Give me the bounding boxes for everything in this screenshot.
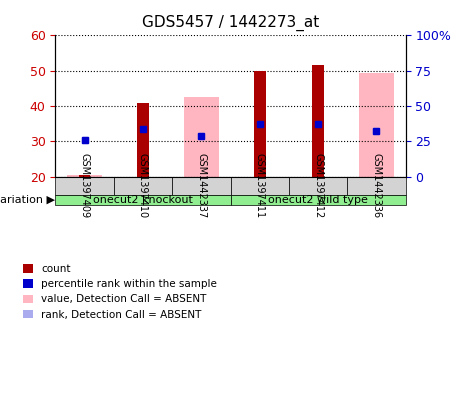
Text: GSM1397412: GSM1397412 [313, 153, 323, 219]
Text: GSM1442337: GSM1442337 [196, 153, 207, 219]
Legend: count, percentile rank within the sample, value, Detection Call = ABSENT, rank, : count, percentile rank within the sample… [18, 260, 221, 324]
Bar [67, 175, 102, 177]
Bar [254, 71, 266, 177]
FancyBboxPatch shape [289, 177, 347, 195]
Bar [137, 103, 149, 177]
Text: GSM1397410: GSM1397410 [138, 154, 148, 219]
Text: genotype/variation ▶: genotype/variation ▶ [0, 195, 55, 205]
Text: onecut2 knockout: onecut2 knockout [93, 195, 193, 205]
Text: GSM1397411: GSM1397411 [254, 154, 265, 219]
FancyBboxPatch shape [172, 177, 230, 195]
FancyBboxPatch shape [55, 177, 114, 195]
Bar [79, 175, 90, 177]
FancyBboxPatch shape [230, 177, 289, 195]
FancyBboxPatch shape [55, 195, 230, 205]
Title: GDS5457 / 1442273_at: GDS5457 / 1442273_at [142, 15, 319, 31]
Bar [359, 72, 394, 177]
Bar [312, 65, 324, 177]
Bar [184, 97, 219, 177]
Text: onecut2 wild type: onecut2 wild type [268, 195, 368, 205]
FancyBboxPatch shape [230, 195, 406, 205]
Text: GSM1397409: GSM1397409 [79, 154, 89, 219]
FancyBboxPatch shape [347, 177, 406, 195]
Text: GSM1442336: GSM1442336 [372, 154, 382, 219]
FancyBboxPatch shape [114, 177, 172, 195]
